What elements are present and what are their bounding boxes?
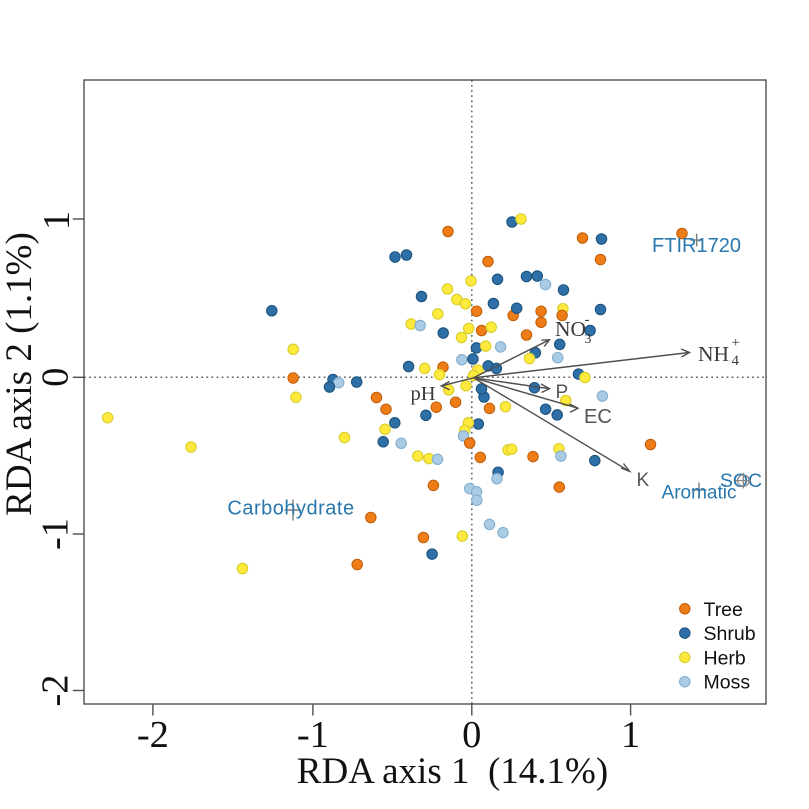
svg-text:0: 0 [35, 368, 77, 387]
svg-text:4: 4 [732, 353, 740, 369]
svg-text:-2: -2 [35, 674, 77, 706]
svg-text:Shrub: Shrub [704, 623, 756, 645]
svg-text:Herb: Herb [704, 647, 746, 669]
svg-text:3: 3 [585, 332, 592, 347]
svg-text:EC: EC [584, 406, 612, 428]
svg-text:NO: NO [555, 317, 586, 341]
svg-text:0: 0 [462, 714, 481, 756]
svg-text:FTIR1720: FTIR1720 [652, 235, 741, 257]
svg-text:P: P [556, 382, 569, 403]
svg-text:Aromatic: Aromatic [662, 483, 737, 504]
svg-text:Moss: Moss [704, 672, 751, 694]
svg-text:Carbohydrate: Carbohydrate [227, 498, 354, 520]
svg-text:+: + [732, 335, 740, 351]
svg-text:K: K [637, 470, 650, 491]
svg-text:-: - [585, 312, 590, 328]
svg-text:-1: -1 [297, 714, 329, 756]
svg-text:RDA axis 2 (1.1%): RDA axis 2 (1.1%) [0, 232, 40, 516]
svg-text:NH: NH [698, 342, 729, 366]
svg-text:-1: -1 [35, 518, 77, 550]
svg-text:Tree: Tree [704, 599, 743, 621]
svg-text:RDA axis 1 (14.1%): RDA axis 1 (14.1%) [297, 751, 608, 792]
svg-text:-2: -2 [137, 714, 169, 756]
svg-text:1: 1 [36, 211, 78, 230]
svg-text:pH: pH [411, 383, 436, 405]
svg-text:1: 1 [621, 714, 640, 756]
